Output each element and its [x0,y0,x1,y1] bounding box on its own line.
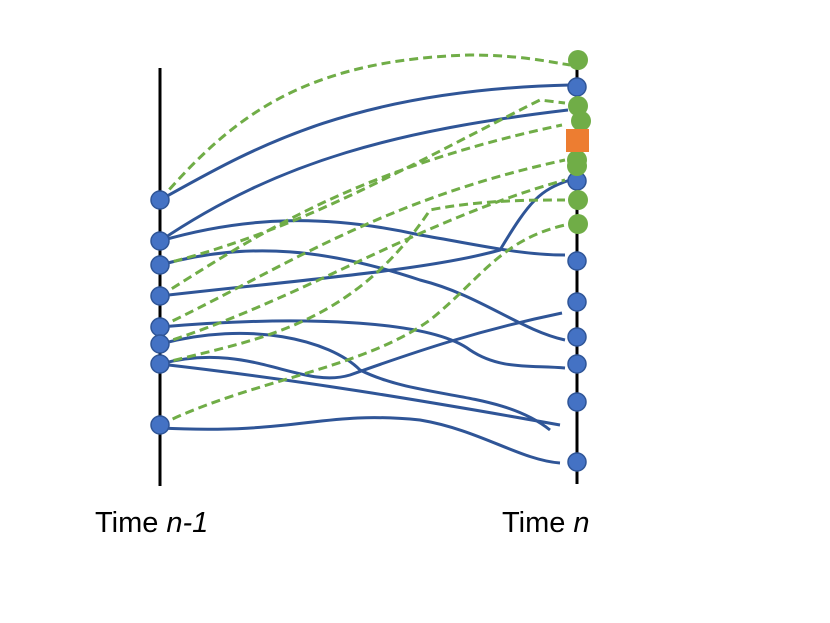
label-var: n-1 [166,507,208,539]
nodes-right [566,50,591,472]
tracks-solid [159,83,571,465]
label-right: Time n [502,507,590,539]
label-left: Time n-1 [95,507,208,539]
label-word: Time [95,507,158,539]
detection [566,129,589,152]
tracks-dashed [158,53,571,427]
nodes-left [150,190,170,435]
label-word: Time [502,507,565,539]
label-var: n [573,507,589,539]
